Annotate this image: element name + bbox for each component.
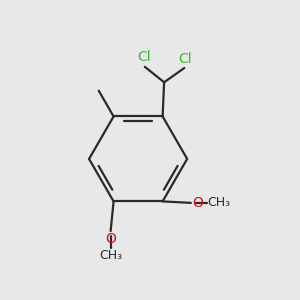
Text: O: O: [192, 196, 203, 210]
Text: CH₃: CH₃: [99, 249, 122, 262]
Text: O: O: [105, 232, 116, 246]
Text: Cl: Cl: [179, 52, 192, 66]
Text: CH₃: CH₃: [207, 196, 230, 209]
Text: Cl: Cl: [137, 50, 151, 64]
